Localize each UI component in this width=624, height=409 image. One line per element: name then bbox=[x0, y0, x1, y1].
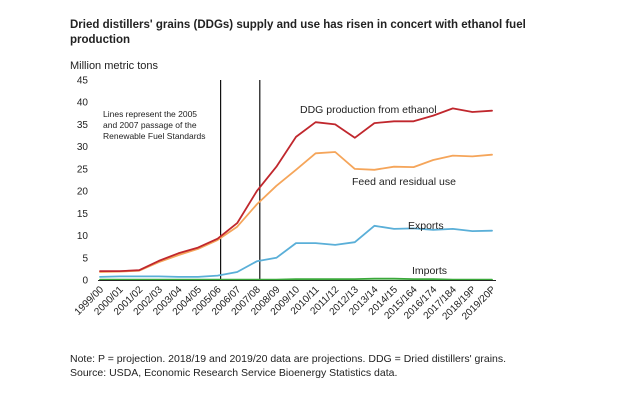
y-axis-label: Million metric tons bbox=[70, 60, 159, 72]
marker-annotation-line: Renewable Fuel Standards bbox=[103, 131, 206, 141]
series-lines bbox=[99, 107, 493, 281]
y-tick-label: 45 bbox=[77, 76, 89, 87]
y-tick-label: 10 bbox=[77, 231, 89, 242]
marker-annotation-line: and 2007 passage of the bbox=[103, 120, 197, 130]
vertical-marker-lines bbox=[220, 80, 261, 280]
source-line: Source: USDA, Economic Research Service … bbox=[70, 367, 398, 379]
series-label-feed-and-residual-use: Feed and residual use bbox=[352, 176, 456, 188]
series-label-exports: Exports bbox=[408, 220, 444, 232]
marker-annotation-line: Lines represent the 2005 bbox=[103, 109, 197, 119]
chart-notes: Note: P = projection. 2018/19 and 2019/2… bbox=[70, 352, 610, 380]
series-labels: DDG production from ethanol Feed and resi… bbox=[300, 104, 456, 277]
y-tick-label: 15 bbox=[77, 209, 89, 220]
y-axis-ticks: 0 5 10 15 20 25 30 35 40 45 bbox=[77, 76, 89, 287]
y-tick-label: 35 bbox=[77, 120, 89, 131]
series-line-ddg-production-from-ethanol bbox=[99, 107, 493, 273]
series-line-imports bbox=[99, 277, 493, 281]
series-line-exports bbox=[99, 224, 493, 278]
y-tick-label: 40 bbox=[77, 98, 89, 109]
y-tick-label: 20 bbox=[77, 187, 89, 198]
y-tick-label: 0 bbox=[82, 276, 88, 287]
series-line-feed-and-residual-use bbox=[99, 151, 493, 273]
chart-title: Dried distillers' grains (DDGs) supply a… bbox=[70, 19, 526, 46]
x-axis-ticks: 1999/002000/012001/022002/032003/042004/… bbox=[73, 284, 499, 322]
y-tick-label: 25 bbox=[77, 164, 89, 175]
y-tick-label: 5 bbox=[82, 253, 88, 264]
series-label-ddg-production-from-ethanol: DDG production from ethanol bbox=[300, 104, 437, 116]
note-line: Note: P = projection. 2018/19 and 2019/2… bbox=[70, 353, 507, 365]
y-tick-label: 30 bbox=[77, 142, 89, 153]
series-label-imports: Imports bbox=[412, 265, 447, 277]
